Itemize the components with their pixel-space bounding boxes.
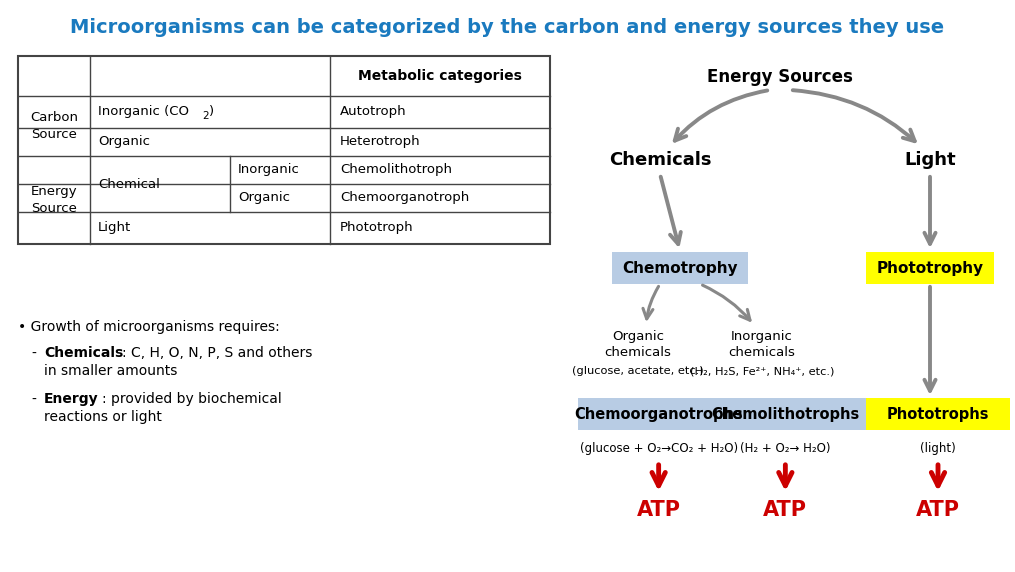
Text: Energy Sources: Energy Sources	[707, 68, 853, 86]
Text: Autotroph: Autotroph	[340, 105, 407, 118]
Bar	[866, 398, 1010, 430]
Text: Organic: Organic	[98, 136, 150, 149]
Text: ATP: ATP	[763, 500, 807, 520]
Text: Inorganic: Inorganic	[238, 164, 299, 177]
Text: Chemoorganotroph: Chemoorganotroph	[340, 192, 469, 205]
Text: Phototrophs: Phototrophs	[887, 407, 990, 422]
Text: (light): (light)	[921, 442, 956, 455]
Text: Inorganic (CO: Inorganic (CO	[98, 105, 189, 118]
Text: Phototrophy: Phototrophy	[876, 260, 984, 276]
Text: (H₂ + O₂→ H₂O): (H₂ + O₂→ H₂O)	[740, 442, 830, 455]
Text: Microorganisms can be categorized by the carbon and energy sources they use: Microorganisms can be categorized by the…	[70, 18, 944, 37]
Text: ): )	[209, 105, 214, 118]
Bar	[866, 252, 994, 284]
Text: : provided by biochemical: : provided by biochemical	[102, 392, 282, 406]
Bar	[578, 398, 866, 430]
Text: in smaller amounts: in smaller amounts	[44, 364, 178, 378]
Text: Chemicals: Chemicals	[609, 151, 712, 169]
Text: (glucose, acetate, etc.): (glucose, acetate, etc.)	[572, 366, 703, 376]
Text: Heterotroph: Heterotroph	[340, 136, 420, 149]
Text: ATP: ATP	[636, 500, 681, 520]
Text: (glucose + O₂→CO₂ + H₂O): (glucose + O₂→CO₂ + H₂O)	[580, 442, 738, 455]
Text: -: -	[32, 346, 42, 360]
Text: -: -	[32, 392, 42, 406]
Text: Chemolithotroph: Chemolithotroph	[340, 164, 452, 177]
Text: Metabolic categories: Metabolic categories	[358, 69, 522, 83]
Bar	[18, 56, 550, 244]
Text: Energy: Energy	[44, 392, 98, 406]
Text: Energy
Source: Energy Source	[30, 185, 77, 215]
Text: Chemical: Chemical	[98, 177, 160, 190]
Text: Chemolithotrophs: Chemolithotrophs	[712, 407, 860, 422]
Text: Chemotrophy: Chemotrophy	[622, 260, 738, 276]
Text: Chemoorganotrophs: Chemoorganotrophs	[574, 407, 743, 422]
Text: ATP: ATP	[916, 500, 960, 520]
Text: : C, H, O, N, P, S and others: : C, H, O, N, P, S and others	[122, 346, 313, 360]
Text: Inorganic
chemicals: Inorganic chemicals	[729, 330, 796, 359]
Text: reactions or light: reactions or light	[44, 410, 161, 424]
Text: Organic
chemicals: Organic chemicals	[605, 330, 672, 359]
Text: Phototroph: Phototroph	[340, 221, 414, 235]
Text: Carbon
Source: Carbon Source	[30, 111, 78, 141]
Bar	[612, 252, 748, 284]
Text: Chemicals: Chemicals	[44, 346, 123, 360]
Text: (H₂, H₂S, Fe²⁺, NH₄⁺, etc.): (H₂, H₂S, Fe²⁺, NH₄⁺, etc.)	[690, 366, 834, 376]
Text: Organic: Organic	[238, 192, 290, 205]
Text: Light: Light	[98, 221, 131, 235]
Text: • Growth of microorganisms requires:: • Growth of microorganisms requires:	[18, 320, 280, 334]
Text: 2: 2	[202, 111, 209, 121]
Text: Light: Light	[904, 151, 956, 169]
